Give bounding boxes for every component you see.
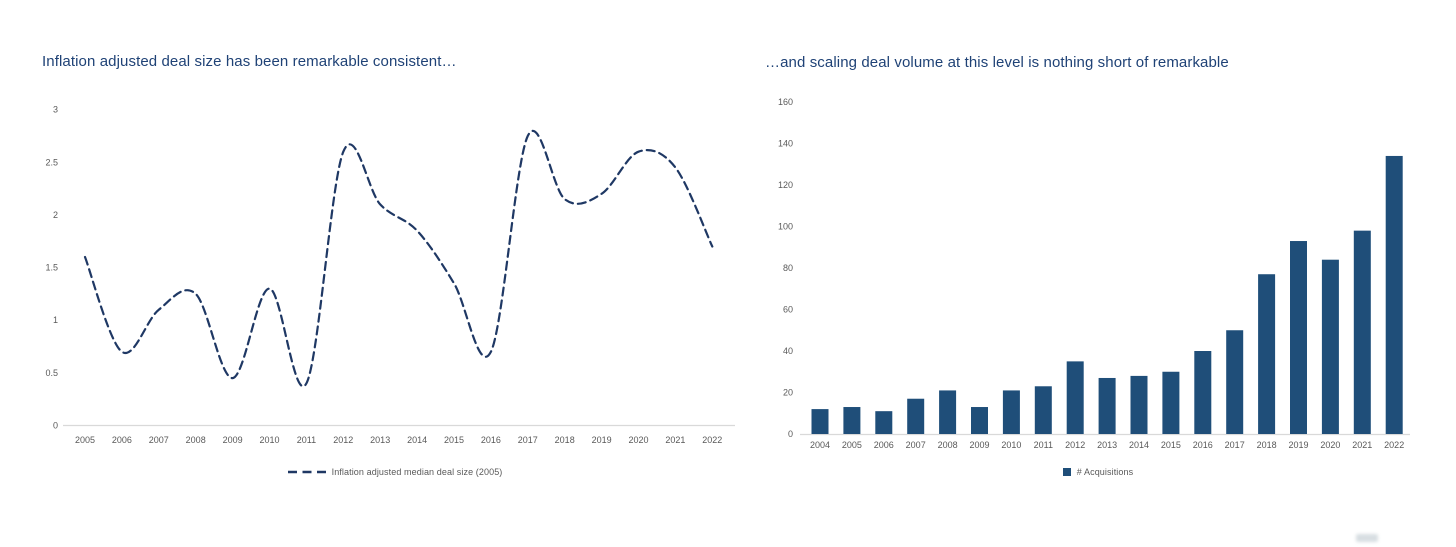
y-tick-label: 140 xyxy=(778,139,793,149)
acquisitions-bar-2009 xyxy=(971,407,988,434)
x-tick-label: 2004 xyxy=(810,440,830,450)
deal-size-line-chart-figure: Inflation adjusted deal size has been re… xyxy=(42,53,735,477)
x-tick-label: 2018 xyxy=(555,435,575,445)
x-tick-label: 2011 xyxy=(1034,440,1053,450)
acquisitions-bar-2012 xyxy=(1066,361,1084,434)
dashed-line-legend-icon xyxy=(287,470,326,474)
y-tick-label: 0 xyxy=(53,421,58,431)
x-tick-label: 2007 xyxy=(149,435,169,445)
x-tick-label: 2018 xyxy=(1257,440,1277,450)
acquisitions-bar-2007 xyxy=(907,398,925,434)
y-tick-label: 20 xyxy=(783,388,793,398)
acquisitions-bar-2014 xyxy=(1130,375,1148,434)
faint-watermark xyxy=(1356,534,1378,542)
y-tick-label: 1.5 xyxy=(45,263,58,273)
x-tick-label: 2009 xyxy=(969,440,989,450)
acquisitions-bar-2005 xyxy=(843,407,861,434)
y-tick-label: 160 xyxy=(778,97,793,107)
y-tick-label: 3 xyxy=(53,105,58,115)
y-tick-label: 100 xyxy=(778,222,793,232)
x-tick-label: 2008 xyxy=(186,435,206,445)
bar-chart-plot: 0 20 40 60 80 100 120 140 160 2004 2005 2006 2007 200… xyxy=(778,97,1410,450)
y-tick-label: 2 xyxy=(53,210,58,220)
x-tick-label: 2011 xyxy=(297,435,316,445)
x-tick-label: 2010 xyxy=(259,435,279,445)
x-tick-label: 2021 xyxy=(1352,440,1372,450)
x-tick-label: 2005 xyxy=(75,435,95,445)
x-tick-label: 2015 xyxy=(444,435,464,445)
y-tick-label: 0.5 xyxy=(45,368,58,378)
y-tick-label: 80 xyxy=(783,263,793,273)
x-tick-label: 2013 xyxy=(1097,440,1117,450)
x-tick-label: 2012 xyxy=(333,435,353,445)
x-tick-label: 2016 xyxy=(481,435,501,445)
bar-series-legend-icon xyxy=(1062,468,1071,476)
y-tick-label: 40 xyxy=(783,346,793,356)
line-legend-label: Inflation adjusted median deal size (200… xyxy=(331,467,503,477)
line-chart-legend: Inflation adjusted median deal size (200… xyxy=(25,467,765,477)
x-tick-label: 2017 xyxy=(518,435,538,445)
x-tick-label: 2014 xyxy=(407,435,427,445)
x-tick-label: 2016 xyxy=(1193,440,1213,450)
acquisitions-bar-2018 xyxy=(1258,274,1276,434)
y-tick-label: 60 xyxy=(783,305,793,315)
acquisitions-bar-2019 xyxy=(1290,241,1307,434)
y-tick-label: 0 xyxy=(788,429,793,439)
x-tick-label: 2021 xyxy=(665,435,685,445)
x-tick-label: 2019 xyxy=(592,435,612,445)
x-tick-label: 2005 xyxy=(842,440,862,450)
acquisitions-bar-2008 xyxy=(939,390,957,434)
x-tick-label: 2006 xyxy=(112,435,132,445)
x-tick-label: 2010 xyxy=(1001,440,1021,450)
acquisitions-bar-2011 xyxy=(1034,386,1052,434)
acquisitions-bar-2013 xyxy=(1098,377,1116,434)
x-tick-label: 2014 xyxy=(1129,440,1149,450)
x-tick-label: 2022 xyxy=(702,435,722,445)
acquisitions-bar-2017 xyxy=(1226,330,1244,434)
x-tick-label: 2013 xyxy=(370,435,390,445)
acquisitions-bar-2020 xyxy=(1321,259,1339,434)
bar-chart-legend: # Acquisitions xyxy=(740,467,1456,477)
acquisitions-bar-chart-figure: …and scaling deal volume at this level i… xyxy=(740,0,1456,547)
acquisitions-bar-2015 xyxy=(1162,371,1180,434)
x-tick-label: 2017 xyxy=(1225,440,1245,450)
bar-legend-label: # Acquisitions xyxy=(1076,467,1134,477)
y-tick-label: 1 xyxy=(53,315,58,325)
x-tick-label: 2020 xyxy=(628,435,648,445)
acquisitions-bar-2022 xyxy=(1385,155,1403,434)
x-tick-label: 2022 xyxy=(1384,440,1404,450)
acquisitions-bar-2016 xyxy=(1194,351,1212,434)
acquisitions-bar-2010 xyxy=(1002,390,1020,434)
x-tick-label: 2009 xyxy=(223,435,243,445)
x-tick-label: 2008 xyxy=(938,440,958,450)
line-chart-plot: 0 0.5 1 1.5 2 2.5 3 2005 2006 2007 2008 2009 2010 201… xyxy=(45,105,735,445)
x-tick-label: 2019 xyxy=(1288,440,1308,450)
y-tick-label: 2.5 xyxy=(45,157,58,167)
acquisitions-bar-2006 xyxy=(875,411,893,434)
line-chart-title: Inflation adjusted deal size has been re… xyxy=(42,53,457,71)
deal-size-series-line xyxy=(83,129,714,388)
acquisitions-bar-2004 xyxy=(811,409,829,434)
x-tick-label: 2007 xyxy=(906,440,926,450)
x-tick-label: 2015 xyxy=(1161,440,1181,450)
x-tick-label: 2006 xyxy=(874,440,894,450)
x-tick-label: 2020 xyxy=(1320,440,1340,450)
acquisitions-bar-2021 xyxy=(1353,230,1371,434)
bar-chart-title: …and scaling deal volume at this level i… xyxy=(765,54,1229,72)
y-tick-label: 120 xyxy=(778,180,793,190)
x-tick-label: 2012 xyxy=(1065,440,1085,450)
